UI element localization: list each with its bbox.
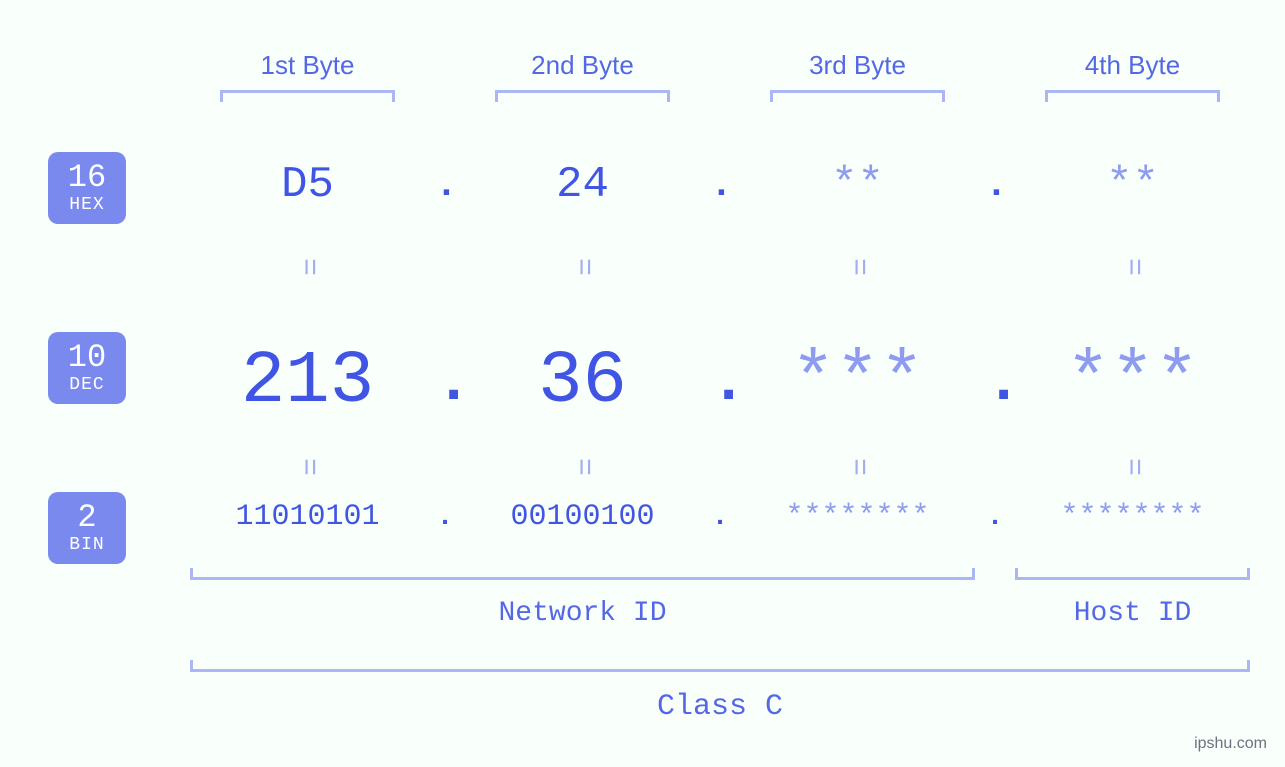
hex-row: D5 . 24 . ** . **: [180, 160, 1260, 210]
dot-bin-3: .: [985, 502, 1005, 533]
bin-byte-3: ********: [730, 500, 985, 534]
byte-header-3: 3rd Byte: [730, 50, 985, 81]
byte-header-2: 2nd Byte: [455, 50, 710, 81]
bin-byte-1: 11010101: [180, 500, 435, 534]
dot-hex-1: .: [435, 164, 455, 207]
dot-dec-2: .: [710, 347, 730, 418]
network-id-bracket: [190, 568, 975, 580]
base-10-number: 10: [68, 342, 106, 374]
base-badge-dec: 10 DEC: [48, 332, 126, 404]
dot-bin-2: .: [710, 502, 730, 533]
base-16-label: HEX: [69, 196, 104, 214]
dot-hex-3: .: [985, 164, 1005, 207]
byte-header-1: 1st Byte: [180, 50, 435, 81]
base-16-number: 16: [68, 162, 106, 194]
dot-hex-2: .: [710, 164, 730, 207]
base-2-label: BIN: [69, 536, 104, 554]
base-badge-bin: 2 BIN: [48, 492, 126, 564]
equals-row-dec-bin: = = = =: [180, 450, 1260, 484]
host-id-bracket: [1015, 568, 1250, 580]
watermark: ipshu.com: [1194, 735, 1267, 753]
equals-icon: =: [566, 340, 600, 595]
base-badge-hex: 16 HEX: [48, 152, 126, 224]
bin-row: 11010101 . 00100100 . ******** . *******…: [180, 500, 1260, 534]
top-bracket-2: [495, 90, 670, 102]
base-10-label: DEC: [69, 376, 104, 394]
base-2-number: 2: [77, 502, 96, 534]
dec-row: 213 . 36 . *** . ***: [180, 340, 1260, 424]
class-label: Class C: [190, 690, 1250, 724]
dot-dec-3: .: [985, 347, 1005, 418]
dot-bin-1: .: [435, 502, 455, 533]
top-bracket-4: [1045, 90, 1220, 102]
host-id-label: Host ID: [1015, 598, 1250, 629]
equals-icon: =: [291, 340, 325, 595]
equals-icon: =: [841, 340, 875, 595]
top-bracket-3: [770, 90, 945, 102]
network-id-label: Network ID: [190, 598, 975, 629]
class-bracket: [190, 660, 1250, 672]
equals-icon: =: [1116, 340, 1150, 595]
equals-row-hex-dec: = = = =: [180, 250, 1260, 284]
top-bracket-1: [220, 90, 395, 102]
dot-dec-1: .: [435, 347, 455, 418]
bin-byte-4: ********: [1005, 500, 1260, 534]
byte-header-4: 4th Byte: [1005, 50, 1260, 81]
bin-byte-2: 00100100: [455, 500, 710, 534]
